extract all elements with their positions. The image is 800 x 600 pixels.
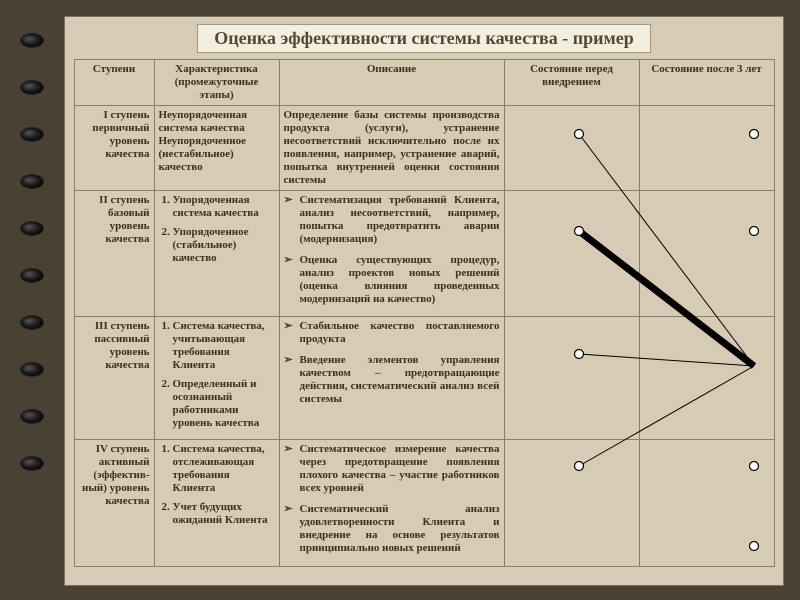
bullet-disk bbox=[21, 175, 43, 188]
bullet-disk bbox=[21, 363, 43, 376]
cell-characteristic: Неупорядоченная система качества Неупоря… bbox=[154, 105, 279, 190]
char-item: Упорядоченное (стабильное) качество bbox=[173, 226, 275, 265]
cell-after bbox=[639, 317, 774, 440]
desc-item: Систематическое измерение качества через… bbox=[284, 443, 500, 495]
bullet-disk bbox=[21, 128, 43, 141]
header-after: Состояние после 3 лет bbox=[639, 60, 774, 106]
cell-description: Систематизация требований Клиента, анали… bbox=[279, 190, 504, 317]
header-characteristic: Характеристика (промежуточные этапы) bbox=[154, 60, 279, 106]
title-bar: Оценка эффективности системы качества - … bbox=[65, 24, 783, 53]
bullet-disk bbox=[21, 316, 43, 329]
char-item: Упорядоченная система качества bbox=[173, 194, 275, 220]
char-item: Учет будущих ожиданий Клиента bbox=[173, 501, 275, 527]
bullet-disk bbox=[21, 222, 43, 235]
bullet-disk bbox=[21, 269, 43, 282]
desc-item: Систематический анализ удовлетворенности… bbox=[284, 503, 500, 555]
bullet-disk bbox=[21, 81, 43, 94]
char-item: Система качества, учитывающая требования… bbox=[173, 320, 275, 372]
cell-after bbox=[639, 190, 774, 317]
cell-after bbox=[639, 105, 774, 190]
cell-before bbox=[504, 440, 639, 567]
cell-before bbox=[504, 190, 639, 317]
sidebar-bullets bbox=[0, 0, 64, 600]
desc-item: Стабильное качество поставляемого продук… bbox=[284, 320, 500, 346]
cell-description: Определение базы системы производства пр… bbox=[279, 105, 504, 190]
cell-step: I ступень первичный уровень качества bbox=[74, 105, 154, 190]
cell-step: III ступень пассивный уровень качества bbox=[74, 317, 154, 440]
bullet-disk bbox=[21, 410, 43, 423]
char-item: Определенный и осознанный работниками ур… bbox=[173, 378, 275, 430]
cell-characteristic: Система качества, отслеживающая требован… bbox=[154, 440, 279, 567]
table-row: III ступень пассивный уровень качества Си… bbox=[74, 317, 774, 440]
desc-item: Систематизация требований Клиента, анали… bbox=[284, 194, 500, 246]
quality-table: Ступени Характеристика (промежуточные эт… bbox=[74, 59, 775, 567]
header-row: Ступени Характеристика (промежуточные эт… bbox=[74, 60, 774, 106]
header-steps: Ступени bbox=[74, 60, 154, 106]
cell-step: II ступень базовый уровень качества bbox=[74, 190, 154, 317]
cell-description: Стабильное качество поставляемого продук… bbox=[279, 317, 504, 440]
slide-root: Оценка эффективности системы качества - … bbox=[0, 0, 800, 600]
cell-characteristic: Система качества, учитывающая требования… bbox=[154, 317, 279, 440]
table-row: IV ступень активный (эффектив-ный) урове… bbox=[74, 440, 774, 567]
bullet-disk bbox=[21, 34, 43, 47]
bullet-disk bbox=[21, 457, 43, 470]
table-row: II ступень базовый уровень качестваУпоря… bbox=[74, 190, 774, 317]
cell-step: IV ступень активный (эффектив-ный) урове… bbox=[74, 440, 154, 567]
desc-item: Оценка существующих процедур, анализ про… bbox=[284, 254, 500, 306]
desc-item: Введение элементов управления качеством … bbox=[284, 354, 500, 406]
table-row: I ступень первичный уровень качестваНеуп… bbox=[74, 105, 774, 190]
header-before: Состояние перед внедрением bbox=[504, 60, 639, 106]
slide-title: Оценка эффективности системы качества - … bbox=[197, 24, 651, 53]
content-panel: Оценка эффективности системы качества - … bbox=[64, 16, 784, 586]
header-description: Описание bbox=[279, 60, 504, 106]
cell-characteristic: Упорядоченная система качества Упорядочен… bbox=[154, 190, 279, 317]
cell-before bbox=[504, 317, 639, 440]
cell-before bbox=[504, 105, 639, 190]
char-item: Система качества, отслеживающая требован… bbox=[173, 443, 275, 495]
cell-description: Систематическое измерение качества через… bbox=[279, 440, 504, 567]
cell-after bbox=[639, 440, 774, 567]
